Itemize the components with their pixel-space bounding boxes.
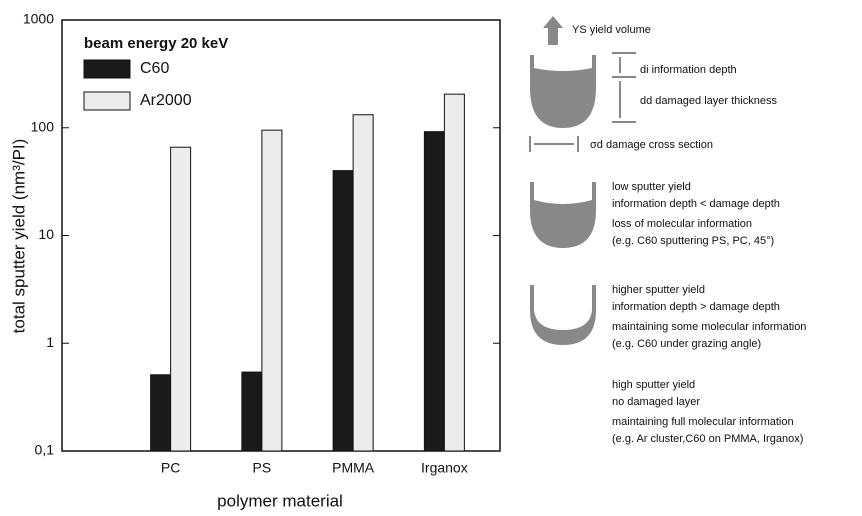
diagram-label: σd damage cross section: [590, 139, 713, 151]
legend-title: beam energy 20 keV: [84, 35, 228, 52]
case-text: information depth < damage depth: [612, 198, 780, 210]
case-text: high sputter yield: [612, 379, 695, 391]
case-text: higher sputter yield: [612, 284, 705, 296]
diagram-label: dd damaged layer thickness: [640, 95, 777, 107]
case-text: (e.g. C60 sputtering PS, PC, 45°): [612, 235, 774, 247]
case-text: (e.g. Ar cluster,C60 on PMMA, Irganox): [612, 433, 803, 445]
case-text: low sputter yield: [612, 181, 691, 193]
case-text: maintaining full molecular information: [612, 416, 794, 428]
bar: [332, 170, 354, 452]
case-text: loss of molecular information: [612, 218, 752, 230]
y-tick-label: 1: [46, 334, 54, 350]
case-text: no damaged layer: [612, 396, 700, 408]
cup: [530, 285, 596, 345]
cup: [530, 182, 596, 248]
diagram: [530, 16, 596, 345]
y-axis-label: total sputter yield (nm³/PI): [9, 139, 28, 334]
y-tick-label: 1000: [23, 11, 54, 27]
x-tick-label: PS: [253, 460, 272, 476]
dimension-lines: [529, 52, 636, 152]
bar: [150, 374, 172, 452]
bar: [443, 93, 465, 452]
diagram-label: di information depth: [640, 64, 737, 76]
diagram-label: YS yield volume: [572, 24, 651, 36]
cup: [530, 55, 596, 128]
legend-swatch: [83, 91, 131, 111]
case-text: information depth > damage depth: [612, 301, 780, 313]
case-text: maintaining some molecular information: [612, 321, 806, 333]
bar: [241, 371, 263, 452]
legend-swatch: [83, 59, 131, 79]
legend-label: C60: [140, 60, 169, 77]
legend-label: Ar2000: [140, 92, 192, 109]
bar: [170, 146, 192, 452]
y-tick-label: 10: [38, 226, 54, 242]
x-tick-label: PC: [161, 460, 180, 476]
bar: [261, 129, 283, 452]
y-tick-label: 0,1: [35, 442, 55, 458]
up-arrow: [543, 16, 563, 45]
bar: [352, 114, 374, 452]
x-axis-label: polymer material: [217, 491, 343, 510]
y-tick-label: 100: [31, 118, 55, 134]
case-text: (e.g. C60 under grazing angle): [612, 338, 761, 350]
x-tick-label: Irganox: [421, 460, 468, 476]
x-tick-label: PMMA: [332, 460, 375, 476]
bar: [423, 131, 445, 452]
